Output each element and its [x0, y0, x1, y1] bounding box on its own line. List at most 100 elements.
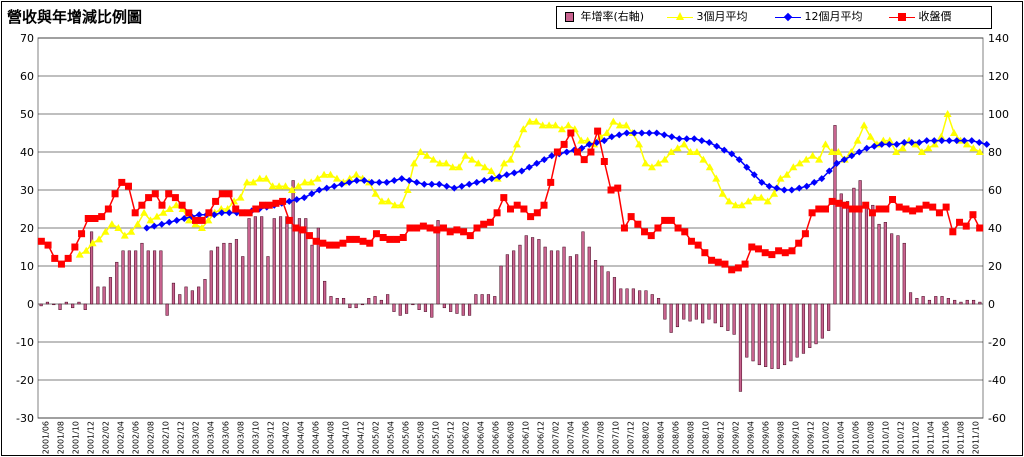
close-price-point	[131, 209, 139, 217]
avg-12m-point	[720, 146, 728, 154]
growth-bar	[96, 286, 100, 305]
close-price-point	[547, 178, 555, 186]
legend-item-12m-avg: 12個月平均	[775, 10, 863, 24]
close-price-point	[399, 234, 407, 241]
x-axis-tick-label: 2008/10	[702, 421, 711, 454]
x-axis-tick-label: 2010/12	[897, 421, 906, 454]
avg-12m-point	[690, 135, 698, 143]
x-axis-tick-label: 2003/10	[252, 421, 261, 454]
avg-12m-point	[623, 129, 631, 137]
growth-bar	[688, 303, 692, 322]
close-price-point	[915, 205, 923, 213]
avg-12m-point	[435, 180, 443, 188]
avg-3m-point	[294, 182, 303, 190]
avg-3m-point	[975, 148, 984, 155]
growth-bar	[297, 218, 302, 305]
growth-bar	[757, 303, 761, 366]
avg-3m-point	[300, 178, 309, 186]
growth-bar	[587, 246, 591, 305]
avg-12m-point	[533, 159, 541, 167]
growth-bar	[707, 303, 711, 320]
close-price-point	[761, 249, 769, 257]
growth-bar	[430, 303, 434, 318]
close-price-point	[426, 224, 434, 232]
avg-12m-point	[675, 135, 683, 143]
avg-12m-point	[210, 211, 218, 219]
growth-bar	[272, 218, 276, 305]
x-axis-tick-label: 2008/12	[717, 421, 726, 454]
avg-3m-point	[127, 227, 136, 235]
avg-12m-point	[630, 129, 638, 137]
avg-3m-point	[776, 174, 785, 182]
avg-12m-point	[503, 171, 511, 179]
avg-3m-point	[622, 121, 631, 129]
avg-3m-point	[384, 197, 393, 205]
close-price-point	[346, 235, 354, 243]
close-price-point	[339, 239, 347, 247]
avg-3m-point	[860, 121, 869, 129]
growth-bar	[134, 250, 138, 305]
growth-bar	[953, 299, 957, 305]
x-axis-tick-label: 2004/10	[342, 421, 351, 454]
close-price-point	[527, 213, 535, 221]
avg-3m-point	[390, 201, 399, 209]
close-price-point	[158, 201, 166, 209]
x-axis-tick-label: 2006/12	[537, 421, 546, 454]
avg-3m-point	[763, 197, 772, 205]
avg-3m-point	[120, 231, 129, 239]
x-axis-tick-label: 2011/02	[912, 421, 921, 454]
x-axis-tick-label: 2007/06	[582, 421, 591, 454]
close-price-point	[667, 216, 675, 224]
growth-bar	[650, 294, 654, 305]
close-price-point	[788, 247, 796, 255]
chart-title: 營收與年增減比例圖	[7, 8, 143, 26]
avg-3m-point	[262, 174, 271, 182]
growth-bar	[367, 298, 371, 305]
avg-3m-point	[140, 208, 149, 216]
growth-bar	[537, 239, 541, 305]
avg-3m-point	[249, 178, 258, 186]
growth-bar	[682, 303, 686, 320]
avg-12m-point	[480, 177, 488, 184]
avg-12m-point	[638, 129, 646, 137]
x-axis-tick-label: 2005/12	[447, 421, 456, 454]
close-price-point	[319, 239, 327, 247]
avg-3m-point	[114, 224, 123, 231]
legend-item-3m-avg: 3個月平均	[667, 10, 748, 24]
avg-3m-point	[435, 159, 444, 167]
avg-3m-point	[506, 155, 515, 163]
avg-3m-point	[217, 205, 226, 212]
close-price-point	[687, 237, 695, 245]
close-price-point	[594, 127, 602, 135]
close-price-point	[949, 228, 957, 236]
growth-bar	[927, 299, 932, 305]
growth-bar	[524, 235, 528, 305]
close-price-point	[419, 222, 427, 230]
avg-12m-point	[225, 209, 233, 217]
growth-bar	[619, 288, 623, 305]
avg-12m-point	[585, 140, 593, 148]
avg-3m-point	[133, 220, 142, 228]
close-price-point	[393, 235, 401, 243]
close-price-point	[299, 226, 307, 234]
avg-3m-point	[442, 159, 451, 167]
avg-3m-point	[165, 205, 174, 212]
growth-bar	[392, 303, 396, 312]
right-axis-tick-label: 120	[988, 70, 1009, 83]
avg-3m-point	[602, 129, 611, 136]
avg-3m-point	[937, 132, 946, 140]
avg-12m-point	[735, 156, 743, 164]
left-axis-tick-label: -30	[16, 412, 34, 425]
avg-3m-point	[242, 178, 251, 186]
avg-3m-point	[699, 155, 708, 163]
x-axis-tick-label: 2005/04	[387, 421, 396, 454]
avg-12m-point	[345, 178, 353, 186]
growth-bar	[959, 301, 963, 305]
x-axis-tick-label: 2006/02	[462, 421, 471, 454]
avg-3m-point	[911, 140, 920, 148]
avg-12m-point	[668, 133, 676, 141]
x-axis-tick-label: 2010/08	[867, 421, 876, 454]
legend-label: 年增率(右軸)	[580, 10, 645, 23]
close-price-point	[305, 232, 313, 240]
growth-bar	[146, 250, 150, 305]
